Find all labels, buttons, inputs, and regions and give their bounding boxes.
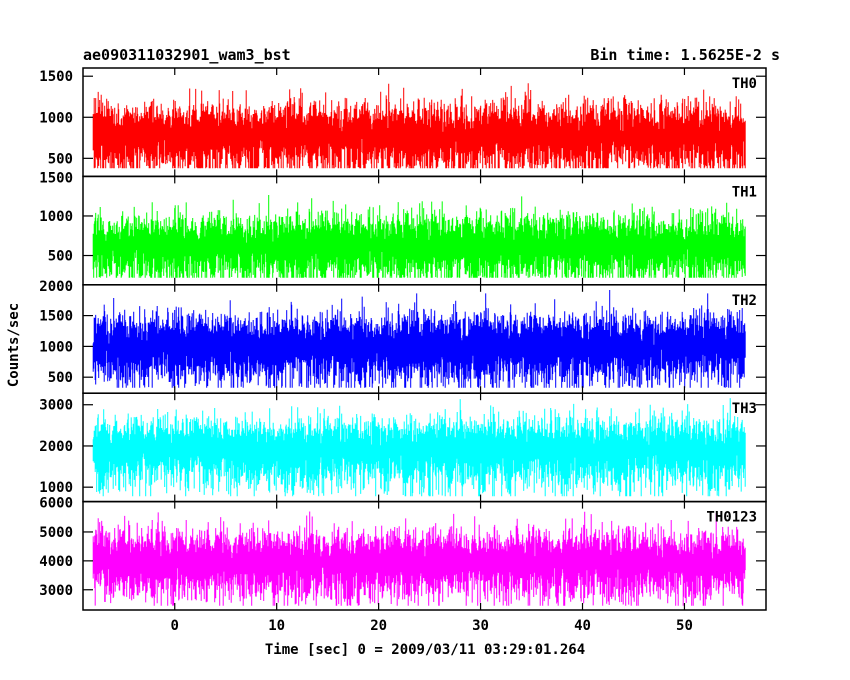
series-th3 xyxy=(92,398,746,497)
y-tick-label-th0123: 3000 xyxy=(39,583,73,599)
panel-frame-th0123 xyxy=(82,500,767,611)
y-tick-label-th0123: 5000 xyxy=(39,525,73,541)
y-top-label-th2: 2000 xyxy=(39,279,73,295)
y-tick-label-th0: 1500 xyxy=(39,69,73,85)
y-tick-label-th2: 500 xyxy=(48,370,73,386)
panel-label-th2: TH2 xyxy=(732,293,757,309)
y-top-label-th1: 1500 xyxy=(39,170,73,186)
y-tick-label-th0: 500 xyxy=(48,151,73,167)
series-th2 xyxy=(92,290,746,388)
bin-time-label: Bin time: 1.5625E-2 s xyxy=(590,46,780,64)
x-tick-label: 0 xyxy=(171,618,179,634)
y-tick-label-th2: 1500 xyxy=(39,309,73,325)
panel-label-th1: TH1 xyxy=(732,184,757,200)
y-tick-label-th1: 500 xyxy=(48,249,73,265)
y-top-label-th0123: 6000 xyxy=(39,496,73,512)
x-tick-label: 10 xyxy=(268,618,285,634)
panel-label-th0: TH0 xyxy=(732,76,757,92)
series-th1 xyxy=(92,195,746,278)
panel-label-th0123: TH0123 xyxy=(706,510,757,526)
y-axis-title: Counts/sec xyxy=(6,303,22,387)
y-tick-label-th3: 1000 xyxy=(39,480,73,496)
x-tick-label: 30 xyxy=(472,618,489,634)
y-tick-label-th2: 1000 xyxy=(39,339,73,355)
y-tick-label-th3: 3000 xyxy=(39,398,73,414)
x-tick-label: 20 xyxy=(370,618,387,634)
x-tick-label: 50 xyxy=(676,618,693,634)
series-th0123 xyxy=(92,511,746,606)
y-tick-label-th1: 1000 xyxy=(39,209,73,225)
panel-label-th3: TH3 xyxy=(732,401,757,417)
chart-title: ae090311032901_wam3_bst xyxy=(83,46,291,64)
y-tick-label-th0123: 4000 xyxy=(39,554,73,570)
y-tick-label-th0: 1000 xyxy=(39,110,73,126)
x-tick-label: 40 xyxy=(574,618,591,634)
x-axis-title: Time [sec] 0 = 2009/03/11 03:29:01.264 xyxy=(265,642,585,658)
y-tick-label-th3: 2000 xyxy=(39,439,73,455)
series-th0 xyxy=(92,83,746,169)
